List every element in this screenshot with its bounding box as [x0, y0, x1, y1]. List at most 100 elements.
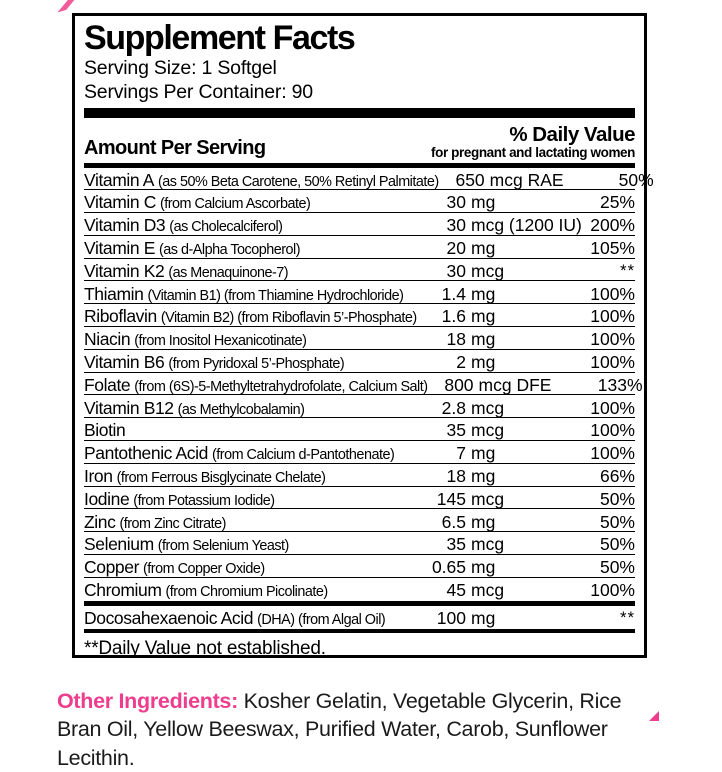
nutrient-amount-unit: mcg — [466, 489, 577, 510]
nutrient-detail: (Vitamin B2) (from Riboflavin 5’-Phospha… — [161, 310, 417, 326]
nutrient-amount-number: 30 — [420, 192, 466, 213]
nutrient-name-block: Vitamin B6(from Pyridoxal 5’-Phosphate) — [84, 352, 420, 373]
nutrient-detail: (from Ferrous Bisglycinate Chelate) — [117, 470, 326, 486]
nutrient-row: Biotin 35 mcg 100% — [84, 418, 635, 441]
nutrient-amount-unit: mg — [466, 306, 577, 327]
nutrient-name-block: Thiamin(Vitamin B1) (from Thiamine Hydro… — [84, 284, 420, 305]
nutrient-row: Vitamin A(as 50% Beta Carotene, 50% Reti… — [84, 168, 635, 191]
nutrient-amount-number: 18 — [420, 466, 466, 487]
nutrient-detail: (from Calcium Ascorbate) — [160, 196, 310, 212]
nutrient-name: Vitamin B12 — [84, 398, 174, 418]
nutrient-detail: (from (6S)-5-Methyltetrahydrofolate, Cal… — [134, 379, 427, 395]
nutrient-amount-number: 18 — [420, 329, 466, 350]
nutrient-daily-value: 66% — [577, 466, 635, 487]
nutrient-daily-value: 100% — [577, 352, 635, 373]
nutrient-detail: (from Chromium Picolinate) — [166, 584, 328, 600]
nutrient-amount-unit: mcg — [466, 580, 577, 601]
nutrient-amount-number: 30 — [420, 261, 466, 282]
nutrient-row: Pantothenic Acid(from Calcium d-Pantothe… — [84, 441, 635, 464]
nutrient-amount-unit: mcg — [466, 261, 577, 282]
nutrient-detail: (from Potassium Iodide) — [133, 493, 274, 509]
nutrient-name: Vitamin E — [84, 238, 155, 258]
nutrient-amount-unit: mcg — [466, 534, 577, 555]
nutrient-detail: (DHA) (from Algal Oil) — [257, 612, 385, 628]
nutrient-row-dha: Docosahexaenoic Acid(DHA) (from Algal Oi… — [84, 606, 635, 629]
nutrient-name-block: Biotin — [84, 420, 420, 441]
other-ingredients-label: Other Ingredients: — [57, 689, 238, 713]
nutrient-name-block: Vitamin C(from Calcium Ascorbate) — [84, 192, 420, 213]
nutrient-daily-value: 100% — [577, 284, 635, 305]
nutrient-row: Chromium(from Chromium Picolinate) 45 mc… — [84, 578, 635, 601]
nutrient-name-block: Selenium(from Selenium Yeast) — [84, 534, 420, 555]
nutrient-detail: (as Menaquinone-7) — [168, 265, 288, 281]
nutrient-name-block: Iron(from Ferrous Bisglycinate Chelate) — [84, 466, 420, 487]
nutrient-amount-unit: mg — [466, 329, 577, 350]
panel-title: Supplement Facts — [84, 20, 635, 57]
nutrient-row: Vitamin E(as d-Alpha Tocopherol) 20 mg 1… — [84, 236, 635, 259]
nutrient-daily-value: 100% — [577, 329, 635, 350]
nutrient-name-block: Vitamin K2(as Menaquinone-7) — [84, 261, 420, 282]
nutrient-rows: Vitamin A(as 50% Beta Carotene, 50% Reti… — [84, 168, 635, 601]
nutrient-amount-number: 2.8 — [420, 398, 466, 419]
nutrient-daily-value: 100% — [577, 398, 635, 419]
nutrient-row: Vitamin D3(as Cholecalciferol) 30 mcg (1… — [84, 213, 635, 236]
nutrient-name: Vitamin D3 — [84, 215, 165, 235]
nutrient-amount-number: 1.4 — [420, 284, 466, 305]
nutrient-daily-value: 50% — [596, 170, 654, 191]
nutrient-amount-number: 800 — [428, 375, 474, 396]
nutrient-name: Riboflavin — [84, 306, 157, 326]
nutrient-daily-value: 133% — [585, 375, 643, 396]
serving-size: Serving Size: 1 Softgel — [84, 57, 635, 81]
nutrient-name: Iron — [84, 466, 113, 486]
nutrient-amount-number: 0.65 — [420, 557, 466, 578]
nutrient-name: Biotin — [84, 420, 125, 440]
nutrient-amount-number: 30 — [420, 215, 466, 236]
nutrient-name: Selenium — [84, 534, 154, 554]
nutrient-name: Niacin — [84, 329, 130, 349]
nutrient-name: Vitamin C — [84, 192, 156, 212]
nutrient-name: Zinc — [84, 512, 115, 532]
nutrient-amount-number: 35 — [420, 534, 466, 555]
nutrient-amount-unit: mg — [466, 238, 577, 259]
nutrient-row: Copper(from Copper Oxide) 0.65 mg 50% — [84, 555, 635, 578]
nutrient-daily-value: 25% — [577, 192, 635, 213]
nutrient-name: Pantothenic Acid — [84, 443, 208, 463]
nutrient-amount-unit: mg — [466, 352, 577, 373]
daily-value-subheader: for pregnant and lactating women — [431, 145, 635, 160]
pink-swoosh-decoration — [54, 0, 84, 13]
nutrient-name: Thiamin — [84, 284, 143, 304]
nutrient-name: Docosahexaenoic Acid — [84, 608, 253, 628]
nutrient-row: Thiamin(Vitamin B1) (from Thiamine Hydro… — [84, 281, 635, 304]
nutrient-detail: (from Selenium Yeast) — [158, 538, 289, 554]
servings-per-container: Servings Per Container: 90 — [84, 81, 635, 105]
nutrient-amount-unit: mg — [466, 557, 577, 578]
nutrient-amount-unit: mcg — [466, 420, 577, 441]
nutrient-name-block: Vitamin D3(as Cholecalciferol) — [84, 215, 420, 236]
nutrient-row: Vitamin B12(as Methylcobalamin) 2.8 mcg … — [84, 395, 635, 418]
nutrient-name-block: Riboflavin(Vitamin B2) (from Riboflavin … — [84, 306, 420, 327]
nutrient-detail: (Vitamin B1) (from Thiamine Hydrochlorid… — [147, 288, 403, 304]
nutrient-amount-number: 2 — [420, 352, 466, 373]
nutrient-amount-number: 100 — [420, 608, 466, 629]
nutrient-name-block: Vitamin A(as 50% Beta Carotene, 50% Reti… — [84, 170, 439, 191]
nutrient-amount-number: 35 — [420, 420, 466, 441]
nutrient-daily-value: 100% — [577, 420, 635, 441]
nutrient-detail: (as d-Alpha Tocopherol) — [159, 242, 300, 258]
nutrient-daily-value: 100% — [577, 306, 635, 327]
nutrient-name: Chromium — [84, 580, 162, 600]
nutrient-row: Iodine(from Potassium Iodide) 145 mcg 50… — [84, 487, 635, 510]
nutrient-detail: (from Calcium d-Pantothenate) — [212, 447, 394, 463]
nutrient-daily-value: ** — [577, 261, 635, 278]
nutrient-name: Vitamin K2 — [84, 261, 164, 281]
nutrient-amount-number: 650 — [439, 170, 485, 191]
nutrient-name: Iodine — [84, 489, 129, 509]
nutrient-daily-value: 50% — [577, 512, 635, 533]
nutrient-name-block: Iodine(from Potassium Iodide) — [84, 489, 420, 510]
nutrient-detail: (as Cholecalciferol) — [169, 219, 282, 235]
nutrient-detail: (from Copper Oxide) — [143, 561, 265, 577]
nutrient-name-block: Niacin(from Inositol Hexanicotinate) — [84, 329, 420, 350]
nutrient-row: Zinc(from Zinc Citrate) 6.5 mg 50% — [84, 509, 635, 532]
nutrient-daily-value: ** — [577, 608, 635, 625]
nutrient-row: Selenium(from Selenium Yeast) 35 mcg 50% — [84, 532, 635, 555]
nutrient-name: Folate — [84, 375, 130, 395]
